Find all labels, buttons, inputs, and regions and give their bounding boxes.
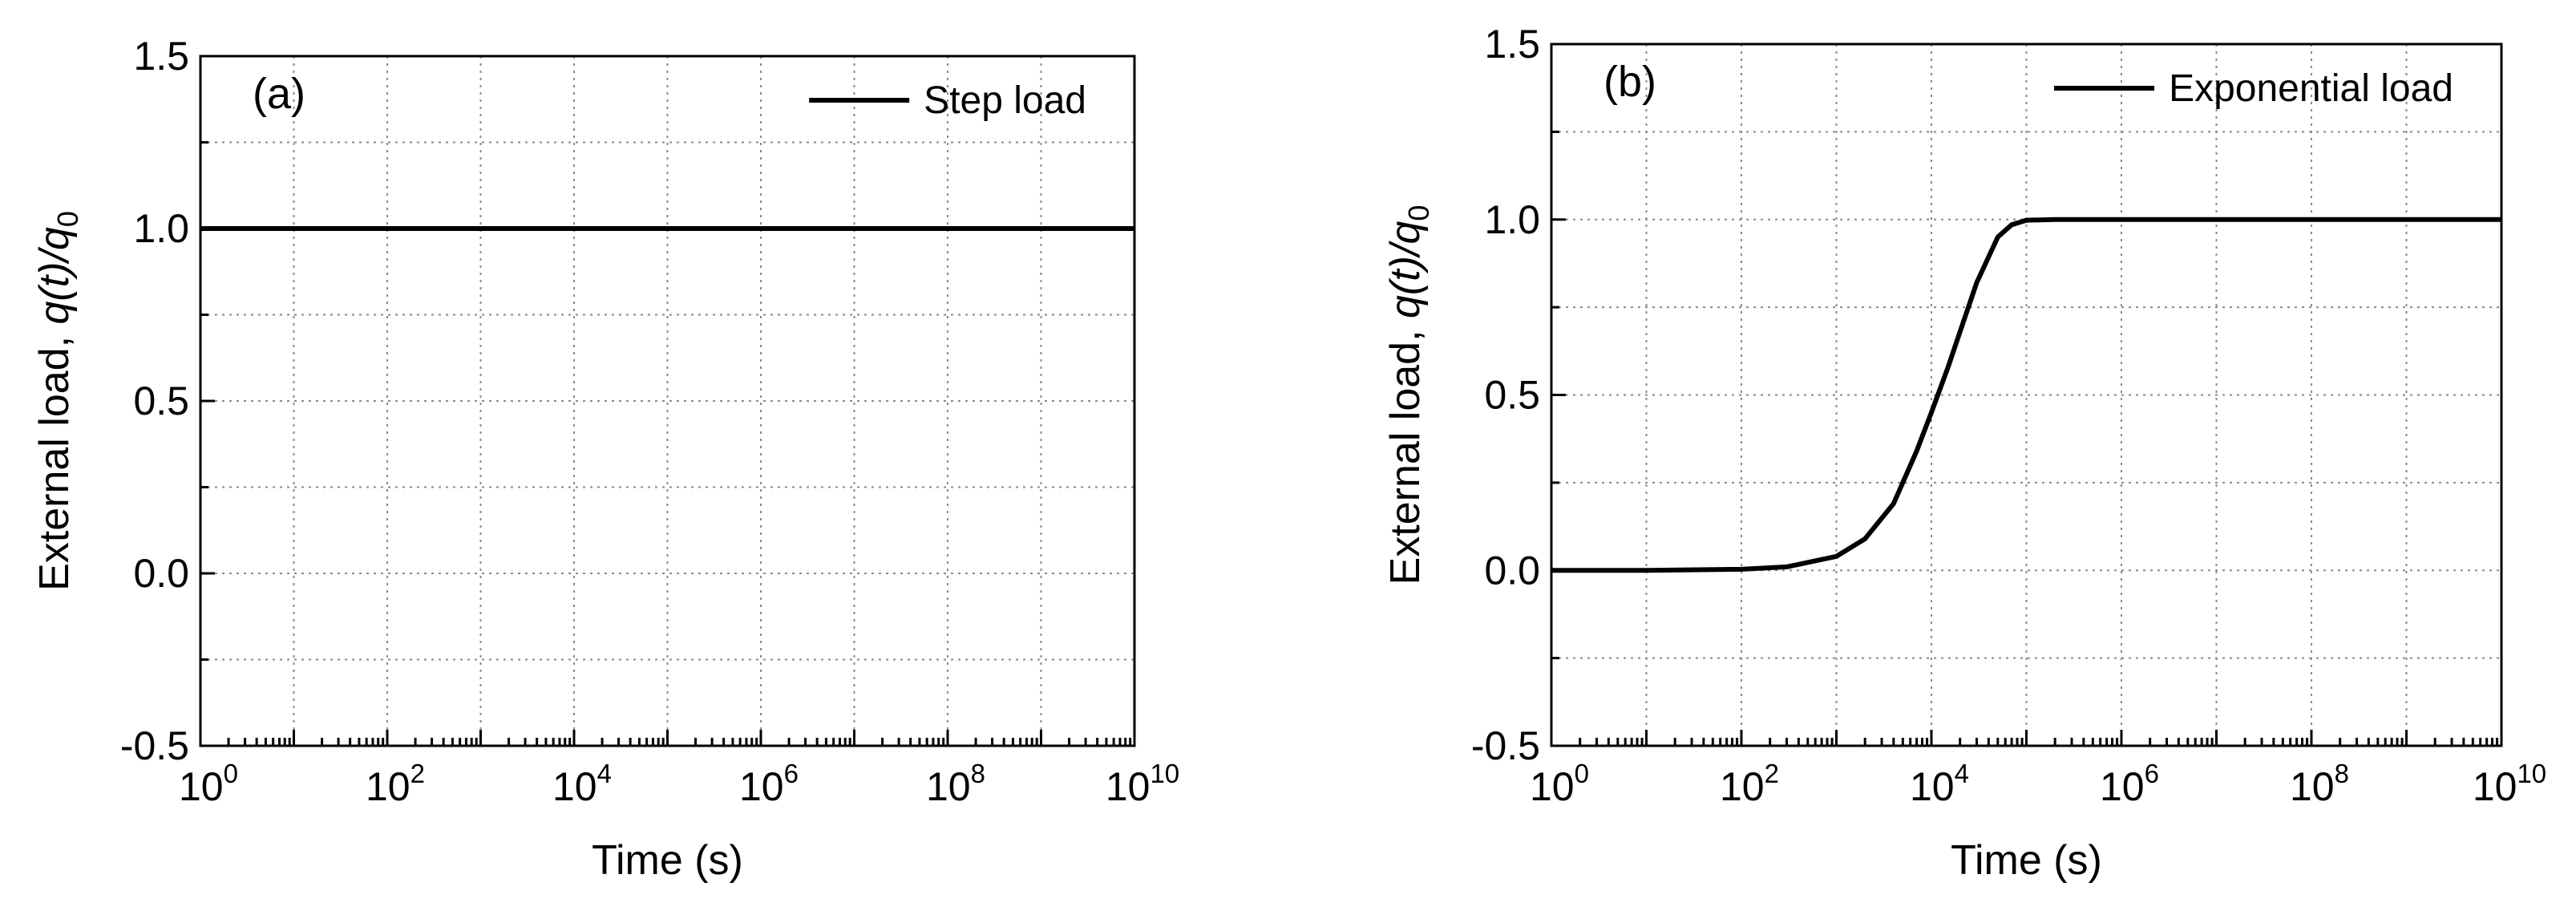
chart-panel-a: -0.5 0.0 0.5 1.0 1.5 100 102 104 106 108 1010 Time … bbox=[31, 34, 1179, 884]
y-tick-label: 0.5 bbox=[1484, 373, 1540, 418]
y-tick-label: 1.0 bbox=[133, 206, 189, 251]
y-tick-label: 0.0 bbox=[1484, 548, 1540, 593]
x-tick-label: 108 bbox=[2290, 759, 2349, 809]
legend-label: Exponential load bbox=[2169, 67, 2453, 110]
y-tick-label: 0.5 bbox=[133, 379, 189, 423]
y-axis-title: External load, q(t)/q0 bbox=[1382, 205, 1435, 585]
panel-label: (a) bbox=[253, 70, 305, 118]
y-tick-label: -0.5 bbox=[1471, 723, 1540, 768]
x-tick-label: 102 bbox=[366, 759, 425, 809]
series-line bbox=[1551, 217, 2501, 573]
x-tick-label: 106 bbox=[739, 759, 799, 809]
x-tick-label: 1010 bbox=[2473, 759, 2546, 809]
legend-label: Step load bbox=[924, 79, 1086, 122]
x-tick-label: 102 bbox=[1720, 759, 1779, 809]
x-axis-title: Time (s) bbox=[592, 837, 743, 884]
x-tick-label: 104 bbox=[552, 759, 612, 809]
chart-panel-b: -0.5 0.0 0.5 1.0 1.5 100 102 104 106 108 1010 Time … bbox=[1382, 22, 2546, 884]
y-tick-label: 1.0 bbox=[1484, 197, 1540, 242]
x-tick-label: 106 bbox=[2100, 759, 2159, 809]
plot-frame bbox=[199, 55, 1136, 747]
x-tick-label: 100 bbox=[179, 759, 238, 809]
y-tick-label: 1.5 bbox=[1484, 22, 1540, 67]
y-tick-label: -0.5 bbox=[120, 723, 189, 768]
panel-label: (b) bbox=[1603, 58, 1656, 106]
x-tick-label: 100 bbox=[1530, 759, 1589, 809]
y-axis-title: External load, q(t)/q0 bbox=[31, 211, 84, 591]
x-tick-label: 104 bbox=[1910, 759, 1969, 809]
y-tick-label: 1.5 bbox=[133, 34, 189, 79]
y-tick-label: 0.0 bbox=[133, 551, 189, 596]
plot-frame bbox=[1550, 43, 2503, 747]
x-axis-title: Time (s) bbox=[1951, 837, 2102, 884]
x-tick-label: 1010 bbox=[1106, 759, 1179, 809]
x-tick-label: 108 bbox=[926, 759, 985, 809]
